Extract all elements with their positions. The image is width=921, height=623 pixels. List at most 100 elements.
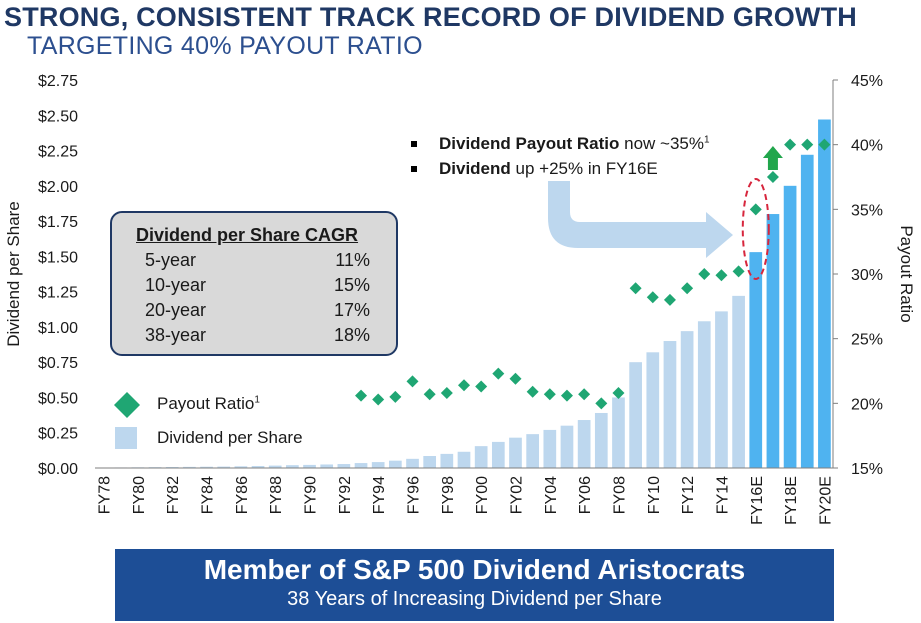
- dividend-bar: [577, 420, 591, 468]
- dividend-bar: [388, 460, 402, 468]
- callout-text: up +25% in FY16E: [510, 159, 658, 178]
- payout-ratio-point: [681, 282, 694, 295]
- x-tick-label: FY98: [440, 476, 457, 514]
- callout-bold: Dividend: [439, 159, 511, 178]
- dividend-bar: [423, 456, 437, 468]
- dividend-bar: [732, 295, 745, 468]
- diamond-icon: [114, 392, 140, 418]
- bullet-square-icon: [411, 141, 417, 147]
- y-tick-label: $2.50: [38, 108, 78, 125]
- x-tick-label: FY80: [131, 476, 148, 514]
- x-tick-label: FY78: [97, 476, 114, 514]
- dividend-bar: [474, 446, 488, 468]
- dividend-bar: [629, 362, 642, 468]
- payout-ratio-point: [715, 269, 728, 282]
- cagr-title: Dividend per Share CAGR: [136, 225, 359, 245]
- payout-ratio-point: [543, 388, 556, 401]
- y-tick-label: $2.00: [38, 179, 78, 196]
- dividend-bar: [543, 429, 557, 468]
- y2-tick-label: 35%: [851, 202, 883, 219]
- y-axis-title: Dividend per Share: [4, 201, 23, 347]
- cagr-row-label: 5-year: [145, 250, 197, 270]
- x-tick-label: FY18E: [783, 476, 800, 525]
- up-arrow-icon: [762, 146, 783, 170]
- dividend-bar: [371, 462, 385, 468]
- x-tick-label: FY20E: [817, 476, 834, 525]
- callout-arrow: [548, 181, 733, 258]
- payout-ratio-point: [440, 386, 453, 399]
- payout-ratio-point: [492, 367, 505, 380]
- dividend-bar: [286, 465, 299, 468]
- dividend-bar: [440, 453, 454, 468]
- payout-ratio-point: [646, 291, 659, 304]
- x-tick-label: FY82: [165, 476, 182, 514]
- payout-ratio-point: [475, 380, 488, 393]
- legend-dps-label: Dividend per Share: [157, 428, 303, 447]
- dividend-bar: [491, 441, 505, 468]
- y-tick-label: $0.50: [38, 390, 78, 407]
- x-tick-label: FY94: [371, 476, 388, 514]
- cagr-row-value: 15%: [333, 275, 370, 295]
- dividend-bar: [560, 425, 574, 468]
- x-tick-label: FY00: [474, 476, 491, 514]
- x-tick-label: FY08: [611, 476, 628, 514]
- square-icon: [115, 427, 137, 449]
- y2-axis-title: Payout Ratio: [897, 225, 916, 322]
- y-tick-label: $1.50: [38, 249, 78, 266]
- aristocrats-banner: Member of S&P 500 Dividend Aristocrats 3…: [115, 549, 834, 621]
- x-tick-label: FY96: [406, 476, 423, 514]
- dividend-bar: [337, 464, 351, 468]
- x-tick-label: FY14: [714, 476, 731, 514]
- bullet-square-icon: [411, 166, 417, 172]
- x-tick-label: FY16E: [749, 476, 766, 525]
- payout-ratio-point: [766, 171, 779, 183]
- cagr-row-value: 11%: [335, 250, 370, 270]
- payout-ratio-point: [423, 388, 436, 401]
- legend-payout-label: Payout Ratio1: [157, 394, 260, 413]
- x-tick-label: FY04: [543, 476, 560, 514]
- page-subtitle: TARGETING 40% PAYOUT RATIO: [27, 32, 423, 60]
- dividend-bar: [217, 466, 231, 468]
- cagr-row-label: 10-year: [145, 275, 207, 295]
- dividend-bar: [646, 352, 660, 468]
- y2-tick-label: 45%: [851, 73, 883, 90]
- payout-ratio-point: [629, 282, 642, 295]
- cagr-row: 5-year 11%: [145, 250, 370, 271]
- payout-ratio-point: [560, 389, 573, 402]
- banner-headline: Member of S&P 500 Dividend Aristocrats: [203, 554, 746, 585]
- callout-footnote: 1: [704, 134, 710, 146]
- y2-tick-label: 30%: [851, 267, 883, 284]
- payout-ratio-point: [595, 397, 608, 410]
- dividend-bar: [406, 458, 419, 468]
- highlight-ellipse: [741, 178, 770, 280]
- y-tick-label: $1.00: [38, 320, 78, 337]
- dividend-bar: [715, 311, 728, 468]
- payout-ratio-point: [663, 293, 676, 306]
- y-tick-label: $1.25: [38, 285, 78, 302]
- cagr-row: 38-year 18%: [145, 325, 370, 346]
- y2-tick-label: 15%: [851, 461, 883, 478]
- dividend-bar: [800, 154, 814, 468]
- payout-ratio-point: [578, 388, 591, 401]
- x-tick-label: FY06: [577, 476, 594, 514]
- dividend-bar: [612, 397, 625, 468]
- cagr-row: 10-year 15%: [145, 275, 370, 296]
- cagr-row-value: 18%: [333, 325, 370, 345]
- y2-tick-label: 25%: [851, 332, 883, 349]
- dividend-bar: [663, 341, 677, 468]
- y-tick-label: $2.25: [38, 144, 78, 161]
- dividend-bar: [183, 466, 196, 468]
- payout-ratio-point: [698, 268, 711, 280]
- dividend-bar: [457, 451, 471, 468]
- payout-ratio-point: [355, 389, 368, 402]
- dividend-bar: [354, 463, 368, 468]
- dividend-bar: [268, 465, 282, 468]
- payout-ratio-point: [458, 379, 470, 392]
- callout-bold: Dividend Payout Ratio: [439, 134, 620, 153]
- payout-ratio-point: [406, 375, 419, 388]
- cagr-row-label: 38-year: [145, 325, 207, 345]
- y-tick-label: $1.75: [38, 214, 78, 231]
- payout-ratio-point: [784, 138, 797, 151]
- cagr-table: Dividend per Share CAGR 5-year 11% 10-ye…: [110, 211, 398, 356]
